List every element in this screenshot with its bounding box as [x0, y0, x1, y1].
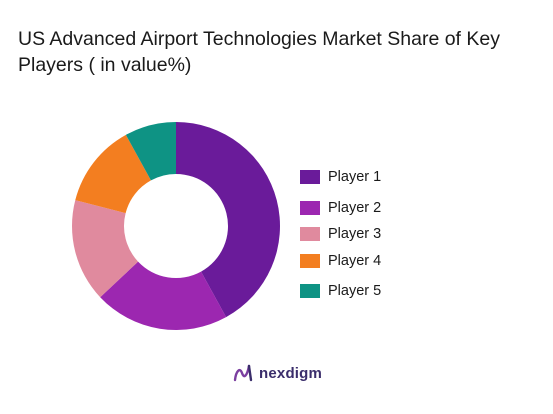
legend-item-player-4: Player 4: [300, 247, 381, 275]
legend-label: Player 5: [328, 283, 382, 299]
legend-swatch: [300, 201, 320, 215]
chart-title: US Advanced Airport Technologies Market …: [18, 28, 500, 76]
legend-label: Player 1: [328, 169, 382, 185]
brand-logo: nexdigm: [232, 362, 322, 384]
nexdigm-logo-icon: [233, 364, 253, 382]
legend-item-player-2: Player 2: [300, 194, 381, 222]
legend-label: Player 4: [328, 253, 382, 269]
slice-player-1: [176, 122, 281, 318]
brand-name: nexdigm: [259, 364, 323, 382]
legend-swatch: [300, 284, 320, 298]
chart-legend: Player 1 Player 2 Player 3 Player 4 Player 5: [300, 163, 381, 305]
slice-player-2: [100, 261, 227, 330]
slice-player-5: [125, 122, 176, 181]
legend-item-player-3: Player 3: [300, 220, 381, 248]
slice-player-4: [75, 134, 151, 214]
legend-swatch: [300, 227, 320, 241]
legend-label: Player 3: [328, 226, 382, 242]
legend-label: Player 2: [328, 200, 382, 216]
legend-swatch: [300, 254, 320, 268]
slice-player-3: [71, 200, 139, 298]
legend-item-player-1: Player 1: [300, 163, 381, 191]
legend-swatch: [300, 170, 320, 184]
legend-item-player-5: Player 5: [300, 277, 381, 305]
